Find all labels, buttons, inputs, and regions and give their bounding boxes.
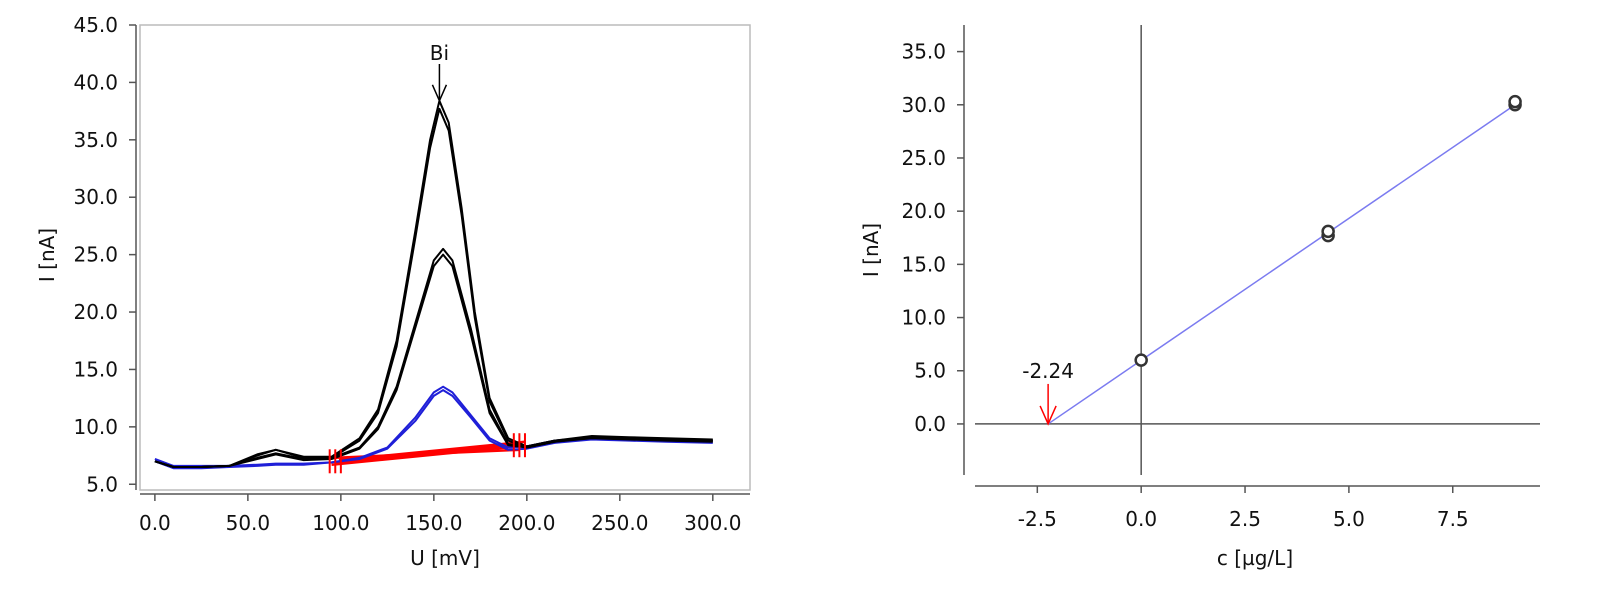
left-peak-arrow-head [431, 84, 448, 103]
left-y-tick-label: 25.0 [73, 243, 118, 267]
left-y-tick-label: 15.0 [73, 357, 118, 381]
voltammogram-chart: 0.0 50.0 100.0 150.0 200.0 250.0 300.0 5.0 10.0… [35, 13, 751, 570]
left-x-tick-label: 150.0 [405, 511, 462, 535]
left-x-tick-label: 200.0 [498, 511, 555, 535]
right-fit-line [1047, 104, 1516, 425]
right-y-tick-label: 15.0 [901, 252, 946, 276]
left-y-axis-label: I [nA] [35, 228, 59, 282]
right-x-tick-label: 5.0 [1333, 507, 1365, 531]
left-peak-label: Bi [430, 41, 449, 65]
right-y-tick-label: 25.0 [901, 146, 946, 170]
left-series-line [154, 107, 713, 468]
right-result-arrow-head [1039, 405, 1057, 426]
right-y-tick-label: 5.0 [914, 359, 946, 383]
left-baseline [331, 445, 518, 466]
right-x-tick-label: 0.0 [1125, 507, 1157, 531]
right-x-axis-label: c [µg/L] [1217, 546, 1293, 570]
right-data-point [1321, 224, 1335, 239]
left-y-tick-label: 5.0 [86, 472, 118, 496]
left-y-tick-label: 45.0 [73, 13, 118, 37]
right-y-tick-label: 10.0 [901, 306, 946, 330]
left-x-tick-label: 50.0 [226, 511, 271, 535]
right-y-tick-label: 0.0 [914, 412, 946, 436]
left-x-axis-label: U [mV] [410, 546, 480, 570]
left-y-tick-label: 30.0 [73, 185, 118, 209]
left-series-line [154, 389, 713, 470]
left-y-tick-label: 35.0 [73, 128, 118, 152]
right-data-point [1134, 353, 1148, 367]
right-y-tick-label: 30.0 [901, 93, 946, 117]
left-series-line [154, 99, 713, 468]
left-x-tick-label: 300.0 [684, 511, 741, 535]
right-x-tick-label: 7.5 [1437, 507, 1469, 531]
right-y-tick-label: 20.0 [901, 199, 946, 223]
right-x-tick-label: 2.5 [1229, 507, 1261, 531]
right-x-tick-label: -2.5 [1018, 507, 1057, 531]
right-y-tick-label: 35.0 [901, 40, 946, 64]
right-result-label: -2.24 [1022, 359, 1074, 383]
left-x-tick-label: 250.0 [591, 511, 648, 535]
left-y-tick-label: 10.0 [73, 415, 118, 439]
left-x-tick-label: 0.0 [139, 511, 171, 535]
left-x-tick-label: 100.0 [312, 511, 369, 535]
left-y-tick-label: 40.0 [73, 70, 118, 94]
left-y-tick-label: 20.0 [73, 300, 118, 324]
right-data-point [1508, 94, 1522, 109]
right-y-axis-label: I [nA] [859, 223, 883, 277]
calibration-chart: -2.5 0.0 2.5 5.0 7.5 0.0 5.0 10.0 15.0 20.0 25.0 3… [859, 25, 1540, 570]
